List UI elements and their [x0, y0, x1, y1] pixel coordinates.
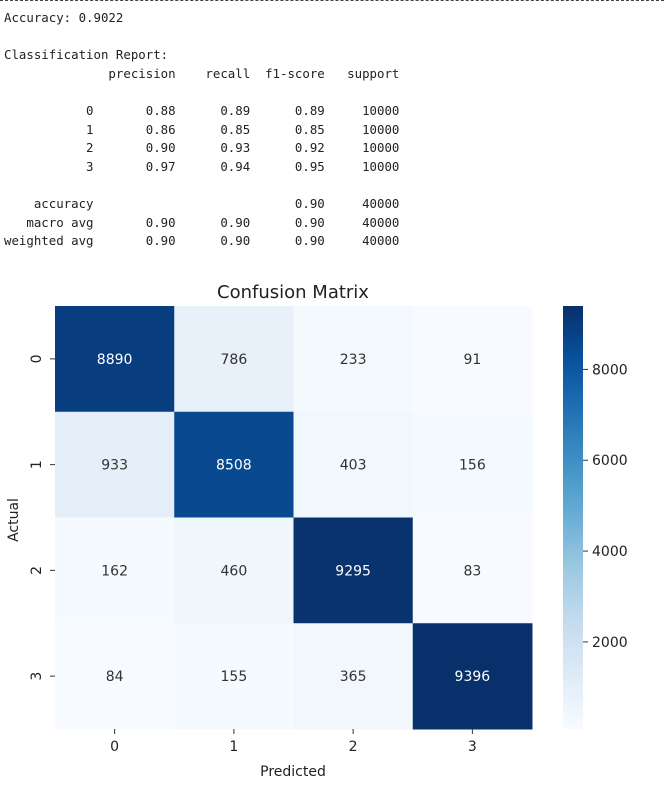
colorbar-tick-label: 8000	[592, 362, 628, 378]
report-row: 0 0.88 0.89 0.89 10000	[4, 102, 400, 118]
colorbar-tick-label: 4000	[592, 544, 628, 560]
classification-output: Accuracy: 0.9022 Classification Report: …	[4, 9, 399, 251]
y-tick-label: 3	[29, 672, 45, 681]
output-separator	[0, 0, 664, 1]
cell-value-label: 84	[106, 669, 124, 685]
y-tick-label: 1	[29, 460, 45, 469]
y-tick-label: 0	[29, 354, 45, 363]
heatmap-cell	[293, 623, 414, 730]
colorbar	[563, 306, 583, 729]
report-summary-row: accuracy 0.90 40000	[4, 195, 400, 211]
cell-value-label: 156	[459, 458, 486, 474]
heatmap-cell	[293, 517, 414, 624]
report-summary-row: weighted avg 0.90 0.90 0.90 40000	[4, 233, 400, 249]
x-tick-label: 3	[468, 739, 477, 755]
x-tick-label: 1	[229, 739, 238, 755]
report-summary-row: macro avg 0.90 0.90 0.90 40000	[4, 214, 400, 230]
heatmap-cell	[174, 517, 294, 624]
heatmap-cell	[412, 623, 533, 730]
heatmap-cell	[412, 411, 533, 518]
cell-value-label: 8508	[216, 458, 252, 474]
heatmap-cell	[55, 517, 175, 624]
cell-value-label: 9295	[335, 563, 371, 579]
report-row: 2 0.90 0.93 0.92 10000	[4, 140, 400, 156]
colorbar-tick-label: 2000	[592, 635, 628, 651]
colorbar-tick-label: 6000	[592, 453, 628, 469]
accuracy-line: Accuracy: 0.9022	[4, 10, 124, 25]
heatmap-cell	[55, 306, 175, 413]
y-tick-label: 2	[29, 566, 45, 575]
cell-value-label: 786	[221, 352, 248, 368]
heatmap-cell	[293, 411, 414, 518]
cell-value-label: 933	[101, 458, 128, 474]
x-axis-label: Predicted	[260, 764, 326, 780]
cell-value-label: 8890	[97, 352, 133, 368]
heatmap-cell	[174, 306, 294, 413]
cell-value-label: 403	[340, 458, 367, 474]
report-title: Classification Report:	[4, 47, 169, 63]
cell-value-label: 155	[221, 669, 248, 685]
report-header: precision recall f1-score support	[4, 65, 400, 81]
cell-value-label: 365	[340, 669, 367, 685]
chart-title: Confusion Matrix	[217, 282, 369, 303]
heatmap-cell	[55, 411, 175, 518]
cell-value-label: 83	[463, 563, 481, 579]
cell-value-label: 460	[221, 563, 248, 579]
x-tick-label: 0	[110, 739, 119, 755]
heatmap-cell	[412, 306, 533, 413]
cell-value-label: 233	[340, 352, 367, 368]
heatmap-cell	[174, 623, 294, 730]
cell-value-label: 9396	[455, 669, 491, 685]
heatmap-cell	[174, 411, 294, 518]
report-row: 1 0.86 0.85 0.85 10000	[4, 121, 400, 137]
y-axis-label: Actual	[6, 498, 22, 542]
cell-value-label: 162	[101, 563, 128, 579]
heatmap-cell	[55, 623, 175, 730]
heatmap-cell	[412, 517, 533, 624]
x-tick-label: 2	[349, 739, 358, 755]
cell-value-label: 91	[463, 352, 481, 368]
report-row: 3 0.97 0.94 0.95 10000	[4, 158, 400, 174]
heatmap-cell	[293, 306, 414, 413]
